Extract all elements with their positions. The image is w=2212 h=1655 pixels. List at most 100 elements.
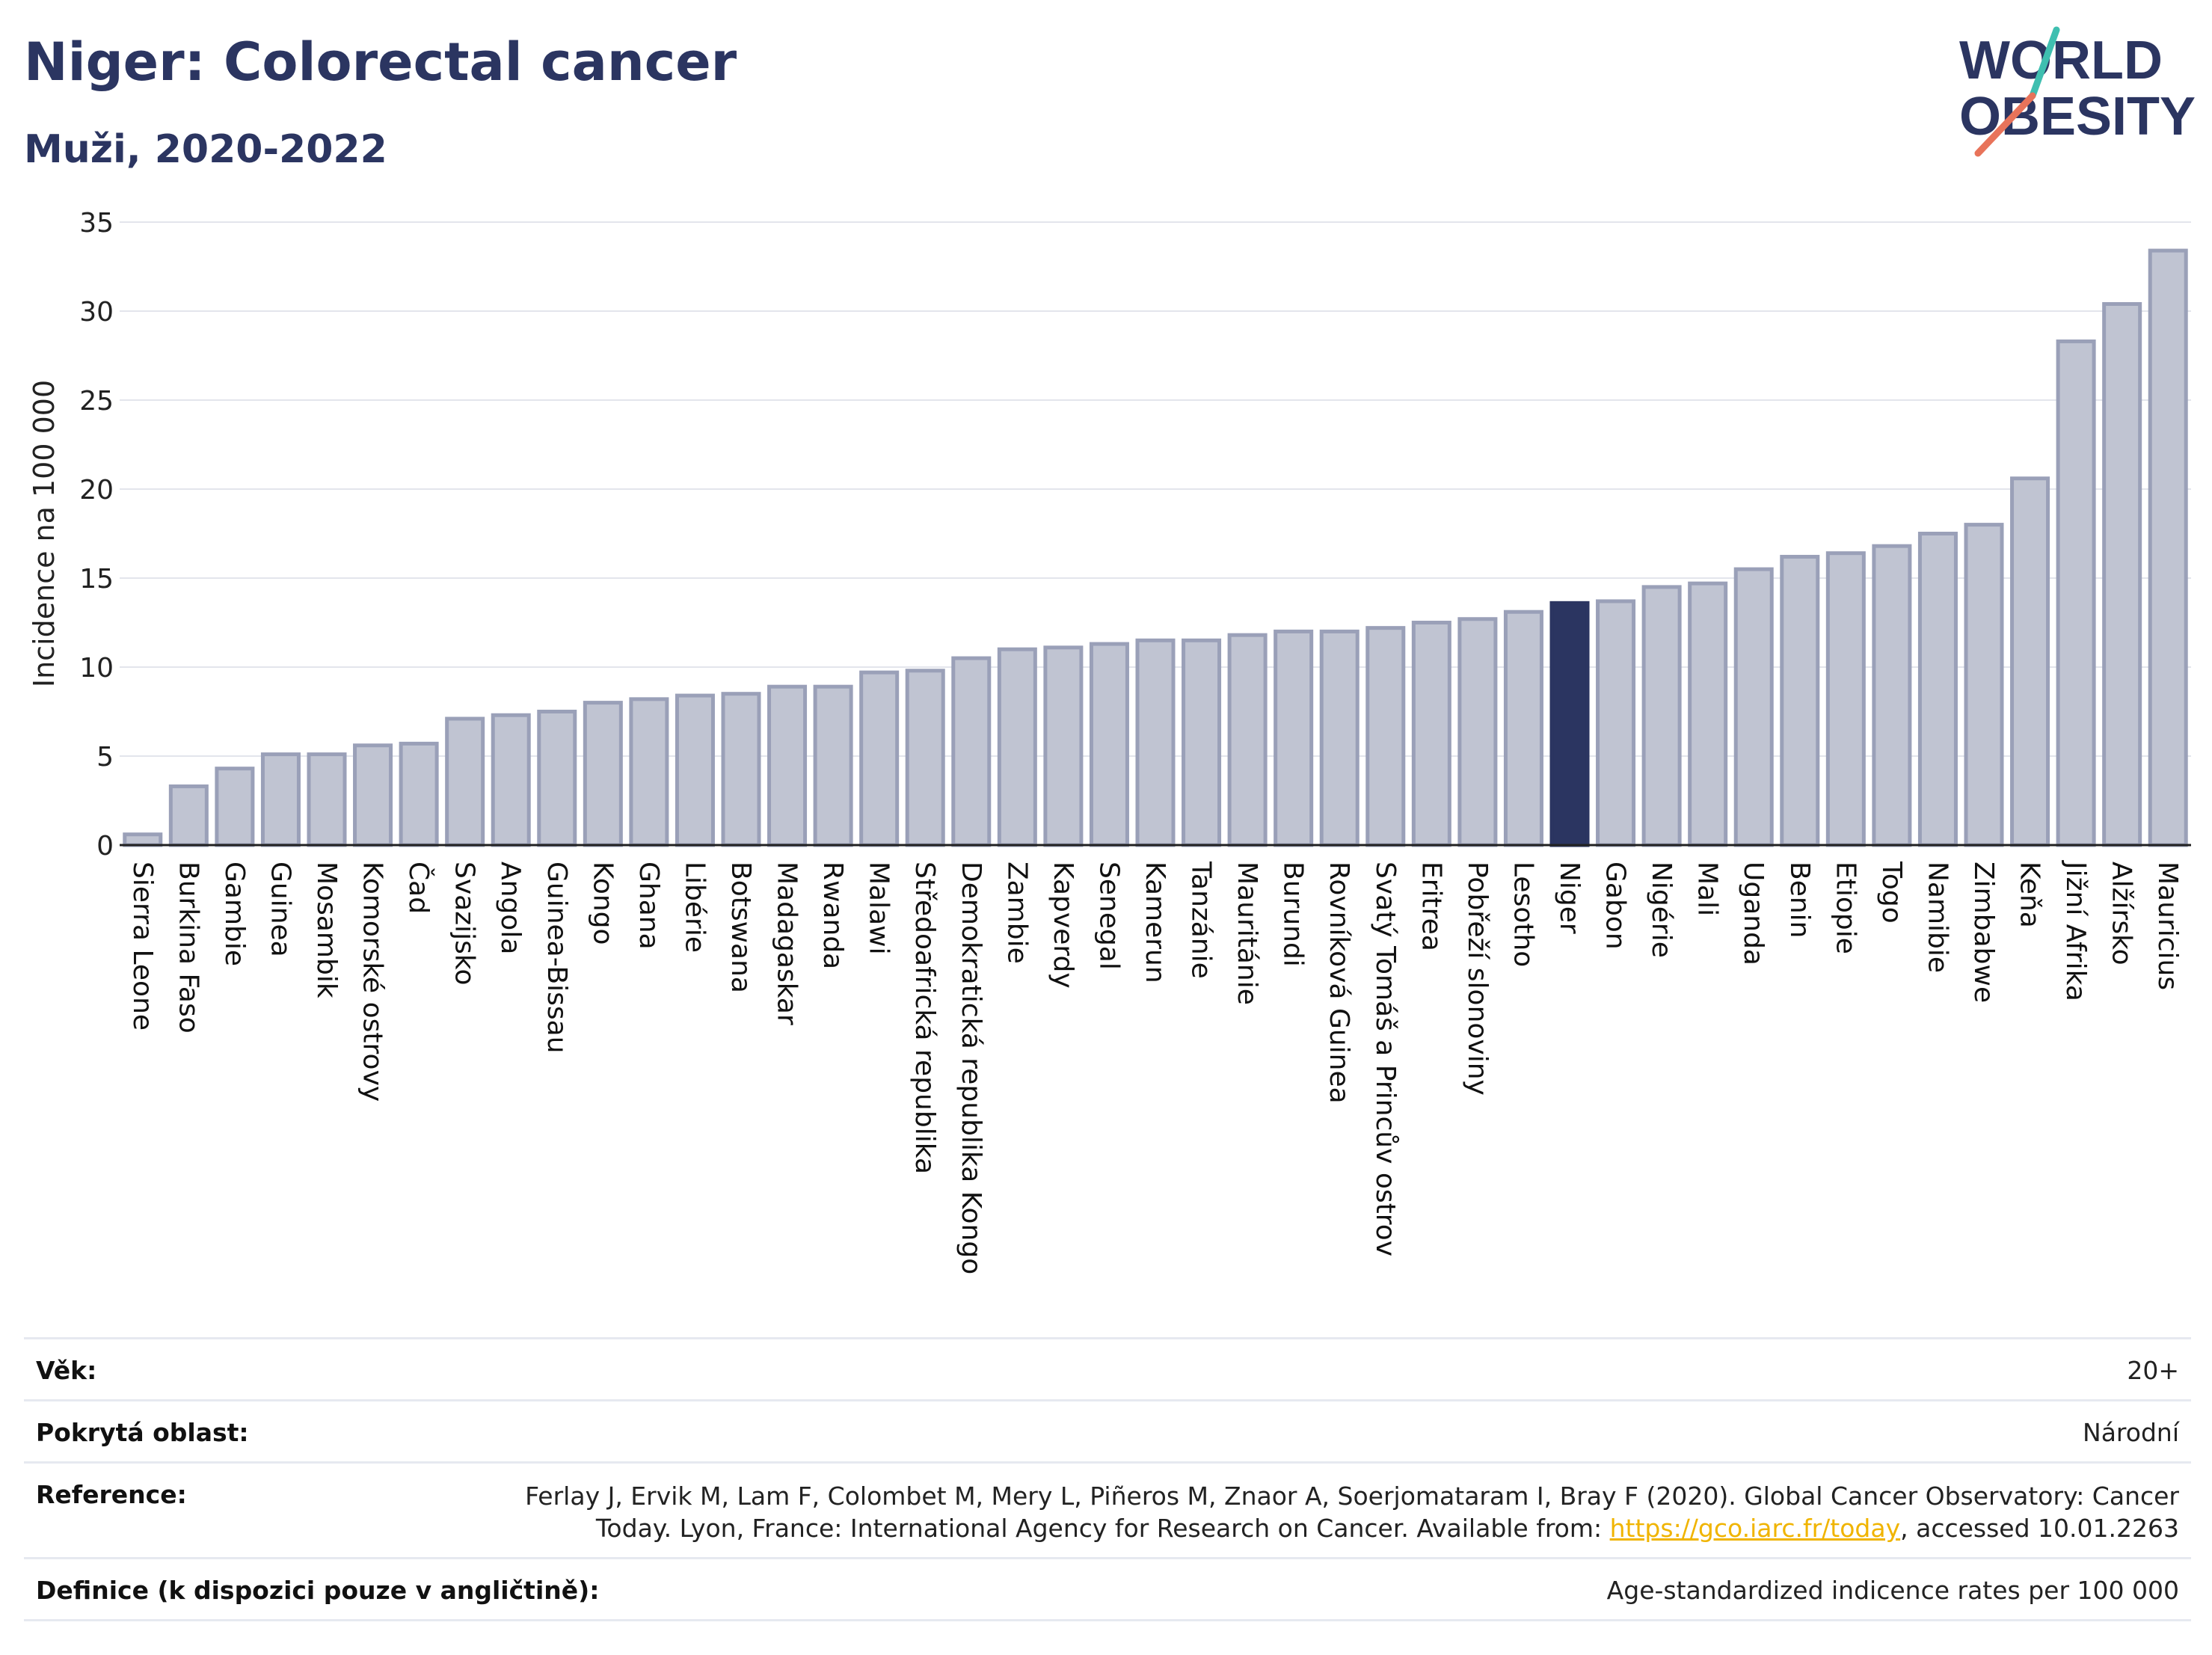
x-tick-label: Nigérie bbox=[1646, 862, 1677, 958]
bar-17 bbox=[905, 669, 945, 847]
bar-chart: 0 5 10 15 20 25 30 35 Incidence na 100 000 Sierra… bbox=[28, 208, 2191, 1274]
x-tick-label: Mauritánie bbox=[1232, 862, 1262, 1005]
y-tick-label: 15 bbox=[79, 564, 114, 595]
bar-44 bbox=[2148, 248, 2188, 847]
info-label-age: Věk: bbox=[36, 1356, 97, 1385]
x-tick-label: Angola bbox=[495, 862, 526, 954]
y-tick-label: 10 bbox=[79, 653, 114, 684]
bar-27 bbox=[1365, 626, 1406, 847]
bar-39 bbox=[1917, 532, 1958, 847]
bar-23 bbox=[1182, 638, 1222, 847]
x-tick-label: Botswana bbox=[725, 862, 756, 993]
x-tick-label: Burkina Faso bbox=[173, 862, 203, 1034]
info-row-reference: Reference: Ferlay J, Ervik M, Lam F, Col… bbox=[24, 1461, 2191, 1557]
bar-2 bbox=[215, 767, 255, 847]
info-value-area: Národní bbox=[2083, 1418, 2179, 1447]
x-tick-label: Zambie bbox=[1001, 862, 1032, 964]
info-value-age: 20+ bbox=[2127, 1356, 2179, 1385]
x-tick-label: Komorské ostrovy bbox=[357, 862, 388, 1102]
bar-29 bbox=[1457, 617, 1498, 847]
bar-42 bbox=[2056, 339, 2096, 847]
x-tick-label: Pobřeží slonoviny bbox=[1462, 862, 1493, 1096]
x-tick-label: Benin bbox=[1784, 862, 1815, 938]
info-table: Věk: 20+ Pokrytá oblast: Národní Referen… bbox=[24, 1337, 2191, 1621]
x-tick-label: Čad bbox=[403, 862, 434, 914]
reference-text-line1: Ferlay J, Ervik M, Lam F, Colombet M, Me… bbox=[525, 1481, 2179, 1511]
bar-7 bbox=[445, 716, 485, 847]
info-label-reference: Reference: bbox=[36, 1480, 187, 1509]
y-axis-label: Incidence na 100 000 bbox=[28, 380, 61, 687]
logo-slash-teal bbox=[2029, 26, 2060, 99]
logo-slash-coral bbox=[1974, 92, 2036, 157]
x-tick-label: Zimbabwe bbox=[1968, 862, 1999, 1003]
bar-4 bbox=[307, 752, 347, 847]
info-value-reference: Ferlay J, Ervik M, Lam F, Colombet M, Me… bbox=[525, 1480, 2179, 1544]
x-tick-label: Mosambik bbox=[311, 862, 342, 998]
info-value-definition: Age-standardized indicence rates per 100… bbox=[1606, 1576, 2179, 1605]
bar-18 bbox=[951, 656, 992, 847]
bar-41 bbox=[2010, 476, 2050, 847]
x-tick-label: Namibie bbox=[1922, 862, 1953, 973]
bar-43 bbox=[2102, 301, 2142, 847]
info-label-definition: Definice (k dispozici pouze v angličtině… bbox=[36, 1576, 600, 1605]
bar-11 bbox=[629, 697, 669, 847]
info-row-age: Věk: 20+ bbox=[24, 1337, 2191, 1399]
world-obesity-logo: WORLD OBESITY bbox=[1959, 26, 2196, 157]
bar-1 bbox=[168, 784, 209, 847]
x-tick-label: Senegal bbox=[1093, 862, 1124, 970]
bar-31 bbox=[1549, 601, 1590, 847]
reference-link[interactable]: https://gco.iarc.fr/today bbox=[1609, 1514, 1901, 1543]
y-tick-label: 25 bbox=[79, 386, 114, 417]
x-tick-label: Kamerun bbox=[1140, 862, 1170, 983]
logo-line2: OBESITY bbox=[1959, 87, 2196, 147]
x-tick-label: Guinea bbox=[265, 862, 295, 957]
info-row-definition: Definice (k dispozici pouze v angličtině… bbox=[24, 1557, 2191, 1621]
x-tick-label: Svatý Tomáš a Princův ostrov bbox=[1370, 862, 1401, 1256]
bar-16 bbox=[859, 670, 900, 847]
x-tick-label: Kapverdy bbox=[1048, 862, 1078, 989]
bar-33 bbox=[1641, 585, 1682, 847]
bar-20 bbox=[1043, 645, 1084, 847]
x-tick-label: Ghana bbox=[633, 862, 664, 950]
x-tick-label: Guinea-Bissau bbox=[541, 862, 572, 1054]
x-tick-label: Rovníková Guinea bbox=[1324, 862, 1354, 1104]
chart-subtitle: Muži, 2020-2022 bbox=[24, 127, 387, 172]
info-label-area: Pokrytá oblast: bbox=[36, 1418, 249, 1447]
x-tick-label: Etiopie bbox=[1830, 862, 1861, 954]
x-tick-label: Burundi bbox=[1278, 862, 1309, 967]
bar-26 bbox=[1319, 629, 1360, 847]
x-tick-label: Jižní Afrika bbox=[2060, 860, 2091, 1001]
x-tick-label: Eritrea bbox=[1416, 862, 1446, 951]
y-tick-label: 35 bbox=[79, 208, 114, 239]
bar-6 bbox=[399, 741, 439, 847]
y-tick-label: 20 bbox=[79, 475, 114, 506]
info-row-area: Pokrytá oblast: Národní bbox=[24, 1399, 2191, 1461]
x-tick-label: Mauricius bbox=[2152, 862, 2183, 990]
bar-21 bbox=[1089, 642, 1129, 847]
x-tick-label: Středoafrická republika bbox=[909, 862, 940, 1174]
x-tick-label: Niger bbox=[1554, 862, 1585, 934]
x-tick-label: Libérie bbox=[679, 862, 710, 953]
x-tick-label: Kongo bbox=[587, 862, 618, 945]
bar-12 bbox=[675, 693, 715, 847]
bar-35 bbox=[1733, 567, 1774, 847]
x-tick-label: Uganda bbox=[1738, 862, 1769, 965]
bar-0 bbox=[123, 832, 163, 847]
bar-10 bbox=[583, 701, 623, 847]
x-tick-label: Lesotho bbox=[1508, 862, 1538, 967]
x-tick-label: Alžírsko bbox=[2107, 862, 2137, 965]
bar-38 bbox=[1872, 544, 1912, 847]
x-tick-label: Malawi bbox=[864, 862, 894, 955]
bar-32 bbox=[1596, 599, 1636, 847]
bar-3 bbox=[260, 752, 301, 847]
x-tick-label: Keňa bbox=[2015, 862, 2045, 928]
y-tick-label: 5 bbox=[96, 742, 114, 773]
reference-text-line2-end: , accessed 10.01.2263 bbox=[1900, 1514, 2179, 1543]
bar-14 bbox=[767, 684, 808, 847]
x-tick-label: Mali bbox=[1692, 862, 1723, 916]
bar-22 bbox=[1135, 638, 1176, 847]
reference-text-line2: Today. Lyon, France: International Agenc… bbox=[595, 1514, 1610, 1543]
bar-9 bbox=[537, 710, 577, 847]
x-tick-label: Togo bbox=[1876, 861, 1907, 924]
x-tick-label: Sierra Leone bbox=[127, 862, 158, 1031]
